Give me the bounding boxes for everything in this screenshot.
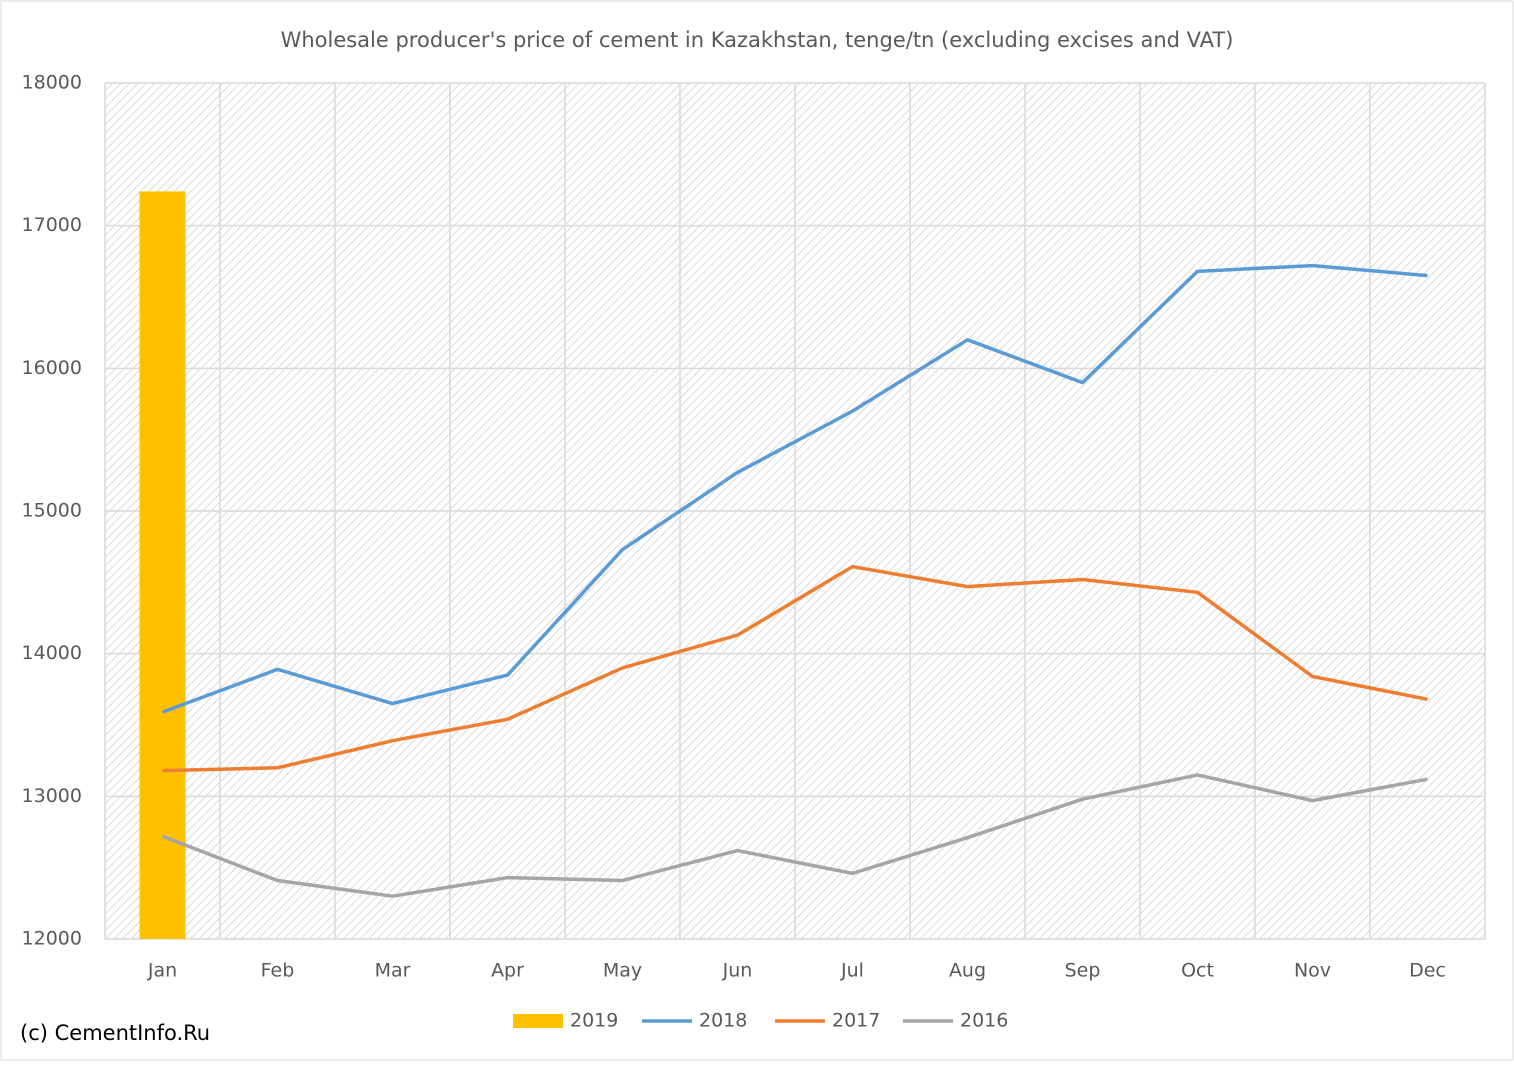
x-tick-label: May: [603, 960, 642, 982]
line: [161, 773, 1428, 898]
x-tick-label: Nov: [1294, 960, 1331, 982]
y-tick-label: 17000: [22, 214, 82, 236]
x-tick-label: Sep: [1065, 960, 1101, 982]
legend-label: 2019: [570, 1010, 618, 1032]
x-tick-label: Feb: [261, 960, 295, 982]
y-tick-label: 12000: [22, 928, 82, 950]
x-tick-label: Apr: [491, 960, 524, 982]
line: [162, 564, 1428, 773]
line: [161, 263, 1428, 714]
y-tick-label: 18000: [22, 72, 82, 94]
chart-title: Wholesale producer's price of cement in …: [281, 28, 1234, 52]
y-tick-label: 14000: [22, 642, 82, 664]
legend-swatch: [513, 1014, 563, 1028]
y-tick-label: 15000: [22, 500, 82, 522]
x-tick-label: Dec: [1409, 960, 1446, 982]
legend-label: 2017: [832, 1010, 880, 1032]
y-tick-label: 13000: [22, 785, 82, 807]
legend-label: 2016: [960, 1010, 1008, 1032]
bar: [139, 191, 186, 940]
x-tick-label: Mar: [375, 960, 411, 982]
x-tick-label: Oct: [1181, 960, 1214, 982]
legend-label: 2018: [699, 1010, 747, 1032]
x-tick-label: Aug: [949, 960, 986, 982]
x-tick-label: Jul: [840, 960, 864, 982]
x-tick-label: Jan: [147, 960, 177, 982]
source-note: (c) CementInfo.Ru: [20, 1021, 210, 1045]
x-tick-label: Jun: [722, 960, 753, 982]
y-tick-label: 16000: [22, 357, 82, 379]
